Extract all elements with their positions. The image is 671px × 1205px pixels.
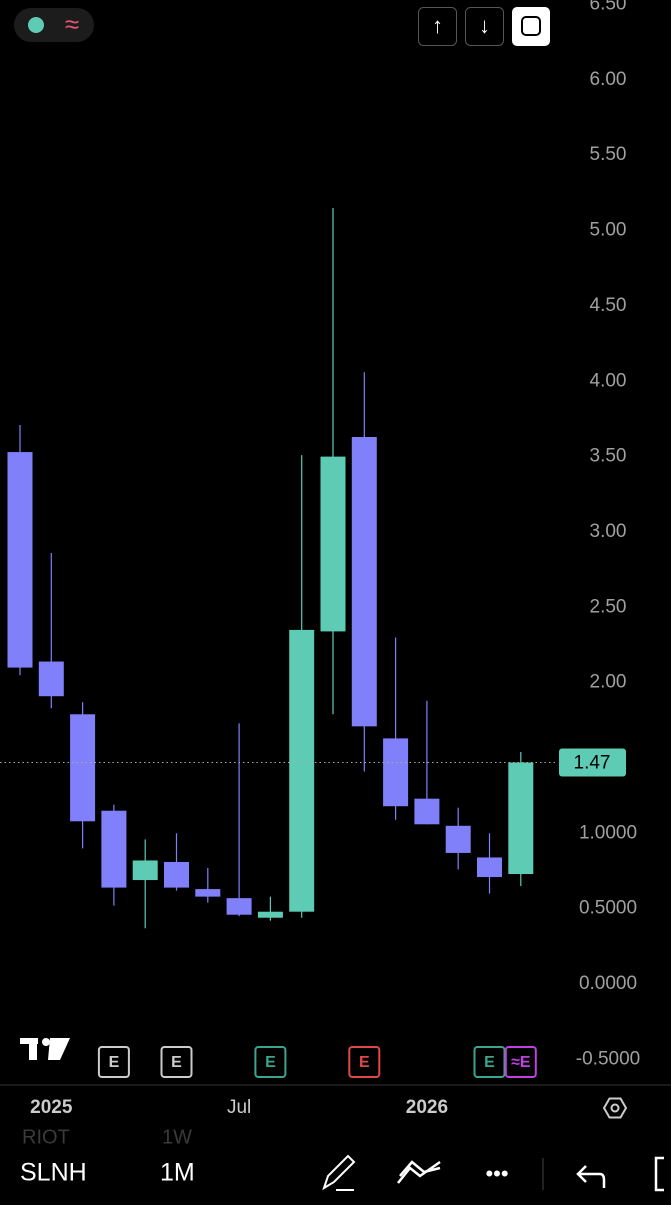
interval[interactable]: 1M xyxy=(160,1159,195,1187)
prev-interval: 1W xyxy=(162,1126,192,1148)
candle-body xyxy=(320,456,346,632)
indicator-tool[interactable] xyxy=(397,1160,441,1184)
event-label: E xyxy=(171,1054,182,1071)
candle-body xyxy=(414,798,440,825)
fullscreen-button[interactable] xyxy=(512,7,550,46)
draw-tool[interactable] xyxy=(322,1154,356,1191)
y-tick-label: 6.50 xyxy=(590,0,627,15)
x-tick-label: Jul xyxy=(227,1097,251,1118)
y-tick-label: 5.00 xyxy=(590,220,627,241)
up-arrow: ↑ xyxy=(432,13,443,38)
candle-body xyxy=(195,889,221,897)
y-tick-label: 6.00 xyxy=(590,69,627,90)
y-tick-label: 4.00 xyxy=(590,370,627,391)
candle-body xyxy=(477,857,502,878)
event-badge xyxy=(254,1046,287,1078)
candle-body xyxy=(445,825,471,853)
event-label: E xyxy=(109,1054,120,1071)
candle-body xyxy=(7,452,33,668)
y-tick-label: 5.50 xyxy=(590,144,627,165)
down-arrow: ↓ xyxy=(479,13,490,38)
symbol[interactable]: SLNH xyxy=(20,1159,87,1187)
events: E E E E E ≈E xyxy=(97,1046,537,1078)
y-tick-label: 4.50 xyxy=(590,295,627,316)
y-tick-label: 0.5000 xyxy=(579,898,637,919)
candle-body xyxy=(289,629,315,912)
prev-symbol: RIOT xyxy=(22,1126,70,1148)
scroll-up-button[interactable] xyxy=(418,7,457,46)
candle-body xyxy=(508,762,534,875)
more-button[interactable]: ••• xyxy=(485,1161,508,1186)
x-tick-label: 2026 xyxy=(406,1097,448,1118)
scroll-down-button[interactable] xyxy=(465,7,504,46)
candle-body xyxy=(132,860,158,881)
event-badge xyxy=(504,1046,537,1078)
candle-body xyxy=(38,661,64,697)
candle-body xyxy=(257,911,283,918)
event-label: E xyxy=(484,1054,495,1071)
event-label: ≈E xyxy=(511,1054,531,1071)
y-tick-label: 3.00 xyxy=(590,521,627,542)
y-tick-label: 3.50 xyxy=(590,446,627,467)
layout-button[interactable] xyxy=(654,1156,664,1192)
toggle-icon: ≈ xyxy=(65,9,79,39)
last-price-box xyxy=(559,748,626,777)
logo xyxy=(20,1038,70,1060)
fullscreen-icon xyxy=(521,16,541,36)
candle-body xyxy=(164,861,189,888)
y-tick-label: 2.00 xyxy=(590,672,627,693)
candle-body xyxy=(226,898,252,915)
y-tick-label: 1.0000 xyxy=(579,822,637,843)
candle-body xyxy=(101,810,127,888)
toggle-dot xyxy=(28,17,44,33)
undo-button[interactable] xyxy=(576,1165,606,1188)
plot-area: 6.50 6.00 5.50 5.00 4.50 4.00 3.50 3.00 2.50 2.00… xyxy=(0,0,640,1118)
event-badge xyxy=(473,1046,506,1078)
settings-icon[interactable] xyxy=(602,1097,628,1119)
y-tick-label: 0.0000 xyxy=(579,973,637,994)
event-badge xyxy=(348,1046,381,1078)
event-label: E xyxy=(359,1054,370,1071)
x-tick-label: 2025 xyxy=(30,1097,73,1118)
y-tick-label: 2.50 xyxy=(590,596,627,617)
candle-body xyxy=(351,437,377,727)
y-tick-label: -0.5000 xyxy=(576,1048,640,1069)
candle-body xyxy=(383,738,409,807)
candle-body xyxy=(70,714,96,822)
event-label: E xyxy=(265,1054,276,1071)
event-badge xyxy=(97,1046,130,1078)
last-price-label: 1.47 xyxy=(574,753,611,774)
event-badge xyxy=(160,1046,193,1078)
mode-toggle[interactable] xyxy=(14,8,94,42)
